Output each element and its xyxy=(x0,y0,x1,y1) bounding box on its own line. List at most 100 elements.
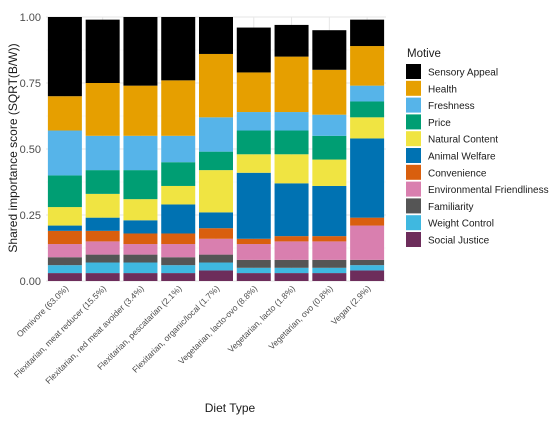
bar-segment xyxy=(274,267,309,274)
bar-segment xyxy=(199,270,233,281)
bar-segment xyxy=(123,85,158,136)
bar-segment xyxy=(85,262,120,274)
x-tick-label: Vegan (2.9%) xyxy=(329,283,373,327)
y-tick-label: 1.00 xyxy=(20,12,41,24)
bar-segment xyxy=(85,193,120,218)
legend-item: Convenience xyxy=(406,164,487,180)
bar-segment xyxy=(274,241,309,260)
bar-segment xyxy=(85,170,120,194)
y-tick-label: 0.50 xyxy=(20,144,41,156)
legend-item: Price xyxy=(406,114,451,130)
bar-segment xyxy=(47,130,82,176)
bar-segment xyxy=(47,265,82,274)
bar-segment xyxy=(274,154,309,184)
legend-label: Natural Content xyxy=(428,135,498,146)
bar-segment xyxy=(199,117,233,152)
bar-segment xyxy=(350,117,385,139)
legend-swatch xyxy=(406,148,421,163)
x-axis-ticks: Omnivore (63.0%)Flexitarian, meat reduce… xyxy=(12,283,373,386)
bar-segment xyxy=(85,241,120,255)
bar-segment xyxy=(236,259,271,268)
bar-stack xyxy=(85,19,120,281)
bar-segment xyxy=(161,17,196,81)
bar-segment xyxy=(274,24,309,57)
bar-segment xyxy=(199,254,233,263)
legend-item: Social Justice xyxy=(406,232,490,247)
bar-stack xyxy=(123,17,158,281)
bar-segment xyxy=(161,162,196,186)
bar-segment xyxy=(350,265,385,271)
bar-segment xyxy=(199,228,233,239)
bar-segment xyxy=(199,17,233,54)
bar-segment xyxy=(199,238,233,255)
bar-segment xyxy=(161,265,196,274)
bar-segment xyxy=(161,244,196,258)
bar-segment xyxy=(123,170,158,200)
legend-swatch xyxy=(406,215,421,231)
bar-stacks xyxy=(47,17,385,281)
bar-stack xyxy=(161,17,196,281)
legend-swatch xyxy=(406,181,421,197)
bar-segment xyxy=(274,259,309,268)
bar-stack xyxy=(274,24,309,281)
bar-segment xyxy=(350,85,385,102)
legend-label: Convenience xyxy=(428,168,487,179)
y-tick-label: 0.25 xyxy=(20,210,41,222)
legend-swatch xyxy=(406,198,421,214)
x-tick-label: Vegetarian, lacto-ovo (8.8%) xyxy=(176,283,259,366)
legend-item: Natural Content xyxy=(406,131,498,147)
bar-segment xyxy=(236,238,271,245)
bar-segment xyxy=(274,273,309,281)
bar-segment xyxy=(85,135,120,171)
bar-segment xyxy=(161,273,196,281)
y-axis-title: Shared importance score (SQRT(B/W)) xyxy=(6,43,20,252)
legend-swatch xyxy=(406,131,421,147)
bar-segment xyxy=(47,257,82,266)
bar-segment xyxy=(350,138,385,218)
y-tick-label: 0.75 xyxy=(20,78,41,90)
bar-segment xyxy=(47,225,82,231)
bar-segment xyxy=(274,236,309,242)
legend-swatch xyxy=(406,80,421,96)
bar-segment xyxy=(85,19,120,83)
bar-segment xyxy=(312,30,347,70)
bar-segment xyxy=(350,101,385,118)
bar-segment xyxy=(236,172,271,239)
bar-segment xyxy=(350,259,385,266)
bar-segment xyxy=(47,207,82,226)
bar-segment xyxy=(123,244,158,255)
bar-stack xyxy=(350,19,385,281)
bar-segment xyxy=(274,112,309,131)
bar-segment xyxy=(312,267,347,274)
legend-item: Freshness xyxy=(406,97,475,113)
bar-stack xyxy=(236,27,271,281)
legend-title: Motive xyxy=(407,48,441,60)
bar-segment xyxy=(236,267,271,274)
bar-segment xyxy=(236,27,271,73)
bar-segment xyxy=(199,53,233,118)
legend-label: Environmental Friendliness xyxy=(428,185,549,196)
bar-segment xyxy=(85,230,120,242)
bar-segment xyxy=(350,46,385,86)
legend-label: Social Justice xyxy=(428,236,490,247)
bar-segment xyxy=(123,220,158,234)
legend: Motive Sensory Appeal Health Freshness Pric… xyxy=(406,48,549,247)
bar-segment xyxy=(312,69,347,115)
y-tick-label: 0.00 xyxy=(20,276,41,288)
legend-item: Health xyxy=(406,80,457,96)
bar-segment xyxy=(312,241,347,260)
legend-swatch xyxy=(406,64,421,79)
bar-segment xyxy=(350,270,385,281)
legend-label: Sensory Appeal xyxy=(428,68,498,79)
legend-swatch xyxy=(406,164,421,180)
x-tick-label: Vegetarian, ovo (0.8%) xyxy=(267,283,335,351)
legend-item: Sensory Appeal xyxy=(406,64,498,79)
bar-segment xyxy=(312,236,347,242)
bar-segment xyxy=(47,244,82,258)
bar-segment xyxy=(161,233,196,245)
bar-segment xyxy=(161,135,196,163)
bar-segment xyxy=(161,257,196,266)
bar-segment xyxy=(312,185,347,237)
x-axis-title: Diet Type xyxy=(205,401,256,415)
